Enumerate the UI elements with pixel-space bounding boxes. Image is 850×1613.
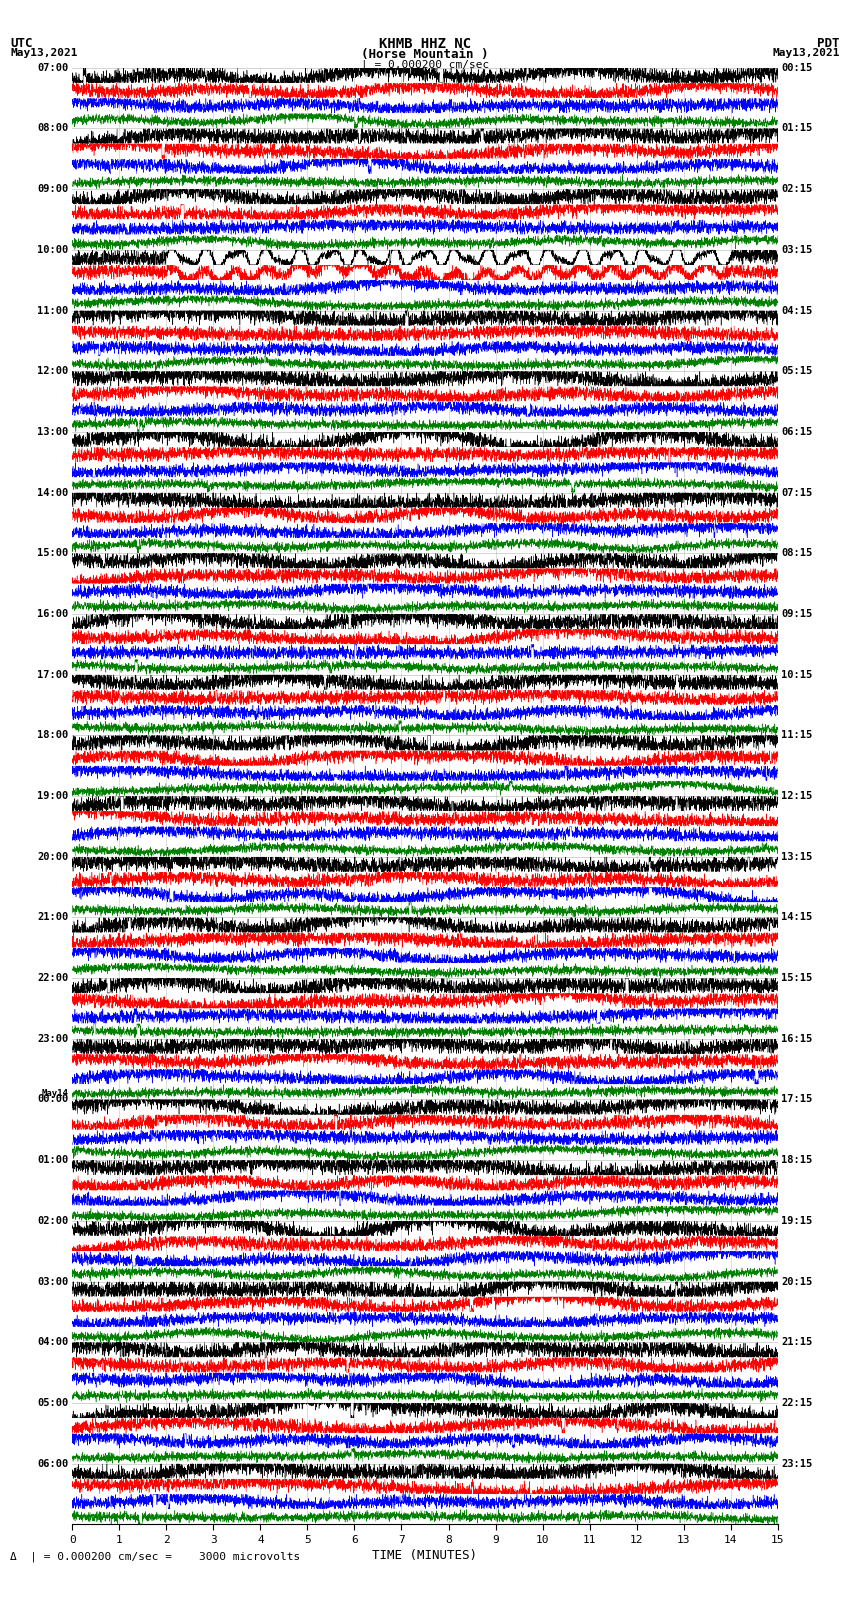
Text: 21:15: 21:15 — [781, 1337, 813, 1347]
Text: 09:15: 09:15 — [781, 610, 813, 619]
Text: 14:15: 14:15 — [781, 913, 813, 923]
Text: 05:00: 05:00 — [37, 1398, 69, 1408]
Text: 00:00: 00:00 — [37, 1095, 69, 1105]
Text: 03:15: 03:15 — [781, 245, 813, 255]
Text: 17:00: 17:00 — [37, 669, 69, 679]
Text: 15:00: 15:00 — [37, 548, 69, 558]
Text: 14:00: 14:00 — [37, 487, 69, 497]
Text: 06:15: 06:15 — [781, 427, 813, 437]
Text: 11:15: 11:15 — [781, 731, 813, 740]
Text: 20:15: 20:15 — [781, 1276, 813, 1287]
Text: KHMB HHZ NC: KHMB HHZ NC — [379, 37, 471, 52]
Text: 08:00: 08:00 — [37, 124, 69, 134]
Text: 22:15: 22:15 — [781, 1398, 813, 1408]
Text: UTC: UTC — [10, 37, 32, 50]
Text: 20:00: 20:00 — [37, 852, 69, 861]
Text: 01:00: 01:00 — [37, 1155, 69, 1165]
Text: 04:15: 04:15 — [781, 305, 813, 316]
Text: 10:00: 10:00 — [37, 245, 69, 255]
Text: 01:15: 01:15 — [781, 124, 813, 134]
Text: 16:15: 16:15 — [781, 1034, 813, 1044]
Text: (Horse Mountain ): (Horse Mountain ) — [361, 48, 489, 61]
Text: 12:00: 12:00 — [37, 366, 69, 376]
Text: 11:00: 11:00 — [37, 305, 69, 316]
Text: 23:15: 23:15 — [781, 1458, 813, 1468]
Text: 13:00: 13:00 — [37, 427, 69, 437]
Text: | = 0.000200 cm/sec: | = 0.000200 cm/sec — [361, 60, 489, 71]
Text: Δ  | = 0.000200 cm/sec =    3000 microvolts: Δ | = 0.000200 cm/sec = 3000 microvolts — [10, 1552, 300, 1563]
Text: 12:15: 12:15 — [781, 790, 813, 802]
Text: 08:15: 08:15 — [781, 548, 813, 558]
Text: May13,2021: May13,2021 — [773, 48, 840, 58]
Text: 02:00: 02:00 — [37, 1216, 69, 1226]
Text: 09:00: 09:00 — [37, 184, 69, 194]
Text: 06:00: 06:00 — [37, 1458, 69, 1468]
Text: 03:00: 03:00 — [37, 1276, 69, 1287]
Text: May14: May14 — [42, 1089, 69, 1098]
Text: 16:00: 16:00 — [37, 610, 69, 619]
X-axis label: TIME (MINUTES): TIME (MINUTES) — [372, 1548, 478, 1561]
Text: 18:00: 18:00 — [37, 731, 69, 740]
Text: 15:15: 15:15 — [781, 973, 813, 982]
Text: 13:15: 13:15 — [781, 852, 813, 861]
Text: 05:15: 05:15 — [781, 366, 813, 376]
Text: 07:15: 07:15 — [781, 487, 813, 497]
Text: 02:15: 02:15 — [781, 184, 813, 194]
Text: 19:15: 19:15 — [781, 1216, 813, 1226]
Text: PDT: PDT — [818, 37, 840, 50]
Text: 19:00: 19:00 — [37, 790, 69, 802]
Text: 00:15: 00:15 — [781, 63, 813, 73]
Text: 21:00: 21:00 — [37, 913, 69, 923]
Text: 04:00: 04:00 — [37, 1337, 69, 1347]
Text: May13,2021: May13,2021 — [10, 48, 77, 58]
Text: 17:15: 17:15 — [781, 1095, 813, 1105]
Text: 22:00: 22:00 — [37, 973, 69, 982]
Text: 07:00: 07:00 — [37, 63, 69, 73]
Text: 10:15: 10:15 — [781, 669, 813, 679]
Text: 18:15: 18:15 — [781, 1155, 813, 1165]
Text: 23:00: 23:00 — [37, 1034, 69, 1044]
